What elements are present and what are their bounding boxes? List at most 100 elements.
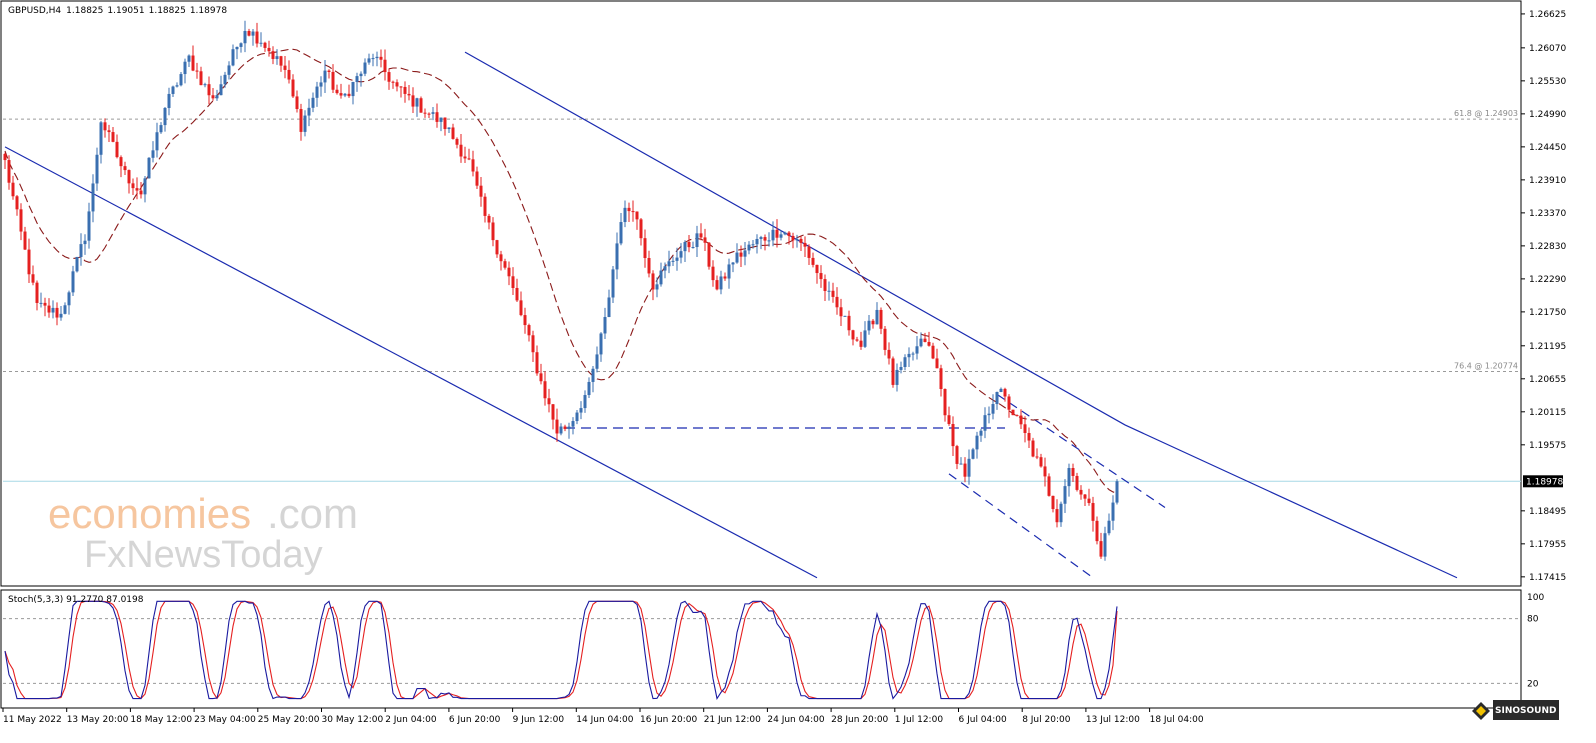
candle-body (447, 127, 451, 130)
price-tick-label: 1.20655 (1529, 375, 1566, 385)
candle-body (403, 86, 407, 94)
price-tick-label: 1.22830 (1529, 242, 1566, 252)
candle-body (523, 315, 527, 326)
candle-body (83, 240, 87, 245)
candle-body (851, 330, 855, 340)
candle-body (475, 171, 479, 186)
candle-body (15, 196, 19, 210)
candle-body (435, 112, 439, 122)
candle-body (227, 65, 231, 75)
candle-body (415, 98, 419, 107)
candle-body (235, 46, 239, 50)
candle-body (783, 232, 787, 235)
candle-body (555, 419, 559, 434)
candle-body (163, 107, 167, 126)
price-tick-label: 1.21195 (1529, 342, 1566, 352)
candle-body (71, 271, 75, 293)
grid-layer: 61.8 @ 1.24903 76.4 @ 1.20774 (3, 109, 1521, 482)
price-tick-label: 1.17955 (1529, 540, 1566, 550)
price-tick-label: 1.19575 (1529, 441, 1566, 451)
candle-body (1035, 456, 1039, 458)
candle-body (847, 315, 851, 331)
candle-body (31, 274, 35, 283)
candle-body (591, 368, 595, 382)
time-tick-label: 13 Jul 12:00 (1086, 715, 1140, 725)
candle-body (551, 404, 555, 420)
candle-body (759, 237, 763, 239)
candle-body (1071, 468, 1075, 476)
candle-body (263, 42, 267, 48)
candle-body (459, 144, 463, 157)
price-axis: 1.26625 1.26070 1.25530 1.24990 1.24450 1.239… (1521, 10, 1566, 583)
current-price-tag (1523, 475, 1563, 488)
candle-body (243, 31, 247, 44)
time-tick-label: 25 May 20:00 (258, 715, 320, 725)
candle-body (1031, 440, 1035, 457)
fib-level-label: 61.8 @ 1.24903 (1454, 109, 1518, 118)
candle-body (991, 404, 995, 414)
trendlines (4, 51, 1458, 579)
stoch-level-label: 80 (1527, 615, 1539, 625)
candle-body (1063, 486, 1067, 504)
candle-body (299, 109, 303, 132)
candle-body (139, 190, 143, 195)
candle-body (519, 300, 523, 316)
ohlc-close: 1.18978 (190, 6, 227, 16)
candle-body (143, 178, 147, 195)
candle-body (155, 132, 159, 151)
candle-body (639, 219, 643, 239)
candle-body (627, 207, 631, 212)
ohlc-low: 1.18825 (149, 6, 186, 16)
candle-body (839, 307, 843, 317)
candle-body (303, 115, 307, 132)
time-tick-label: 9 Jun 12:00 (513, 715, 565, 725)
candle-body (379, 56, 383, 60)
candle-body (999, 388, 1003, 392)
candle-body (539, 373, 543, 382)
candle-body (355, 76, 359, 82)
stoch-level-label: 100 (1527, 593, 1544, 603)
candle-body (871, 320, 875, 325)
time-tick-label: 6 Jul 04:00 (959, 715, 1008, 725)
candle-body (39, 302, 43, 304)
candle-body (599, 333, 603, 355)
candle-body (803, 242, 807, 247)
symbol-label: GBPUSD,H4 (8, 6, 61, 16)
candle-body (439, 117, 443, 122)
main-panel (0, 0, 1522, 587)
candle-body (399, 86, 403, 88)
candle-body (959, 463, 963, 465)
candle-body (1007, 396, 1011, 410)
time-axis: 11 May 2022 13 May 20:00 18 May 12:00 23 Ma… (2, 708, 1204, 725)
candle-body (247, 31, 251, 36)
candle-body (327, 70, 331, 72)
time-tick-label: 2 Jun 04:00 (385, 715, 437, 725)
candle-body (715, 280, 719, 290)
stoch-level-label: 20 (1527, 679, 1539, 689)
chart-header: GBPUSD,H4 1.18825 1.19051 1.18825 1.18978 (8, 6, 227, 16)
candle-body (855, 339, 859, 341)
candle-body (99, 122, 103, 155)
candle-body (1011, 409, 1015, 416)
candle-body (487, 215, 491, 223)
candle-body (723, 276, 727, 279)
candle-body (647, 258, 651, 274)
candle-body (451, 127, 455, 139)
candle-body (119, 157, 123, 167)
ohlc-high: 1.19051 (107, 6, 144, 16)
candle-body (311, 97, 315, 108)
candle-body (735, 252, 739, 263)
candle-body (1015, 415, 1019, 417)
candle-body (731, 262, 735, 265)
time-tick-label: 11 May 2022 (3, 715, 62, 725)
watermark: economies .com FxNewsToday (48, 490, 358, 576)
candle-body (387, 72, 391, 82)
candle-body (663, 266, 667, 271)
candle-body (1095, 520, 1099, 542)
candle-body (175, 85, 179, 87)
candle-body (563, 426, 567, 429)
candle-body (747, 244, 751, 251)
candle-body (423, 112, 427, 114)
candle-body (947, 415, 951, 425)
